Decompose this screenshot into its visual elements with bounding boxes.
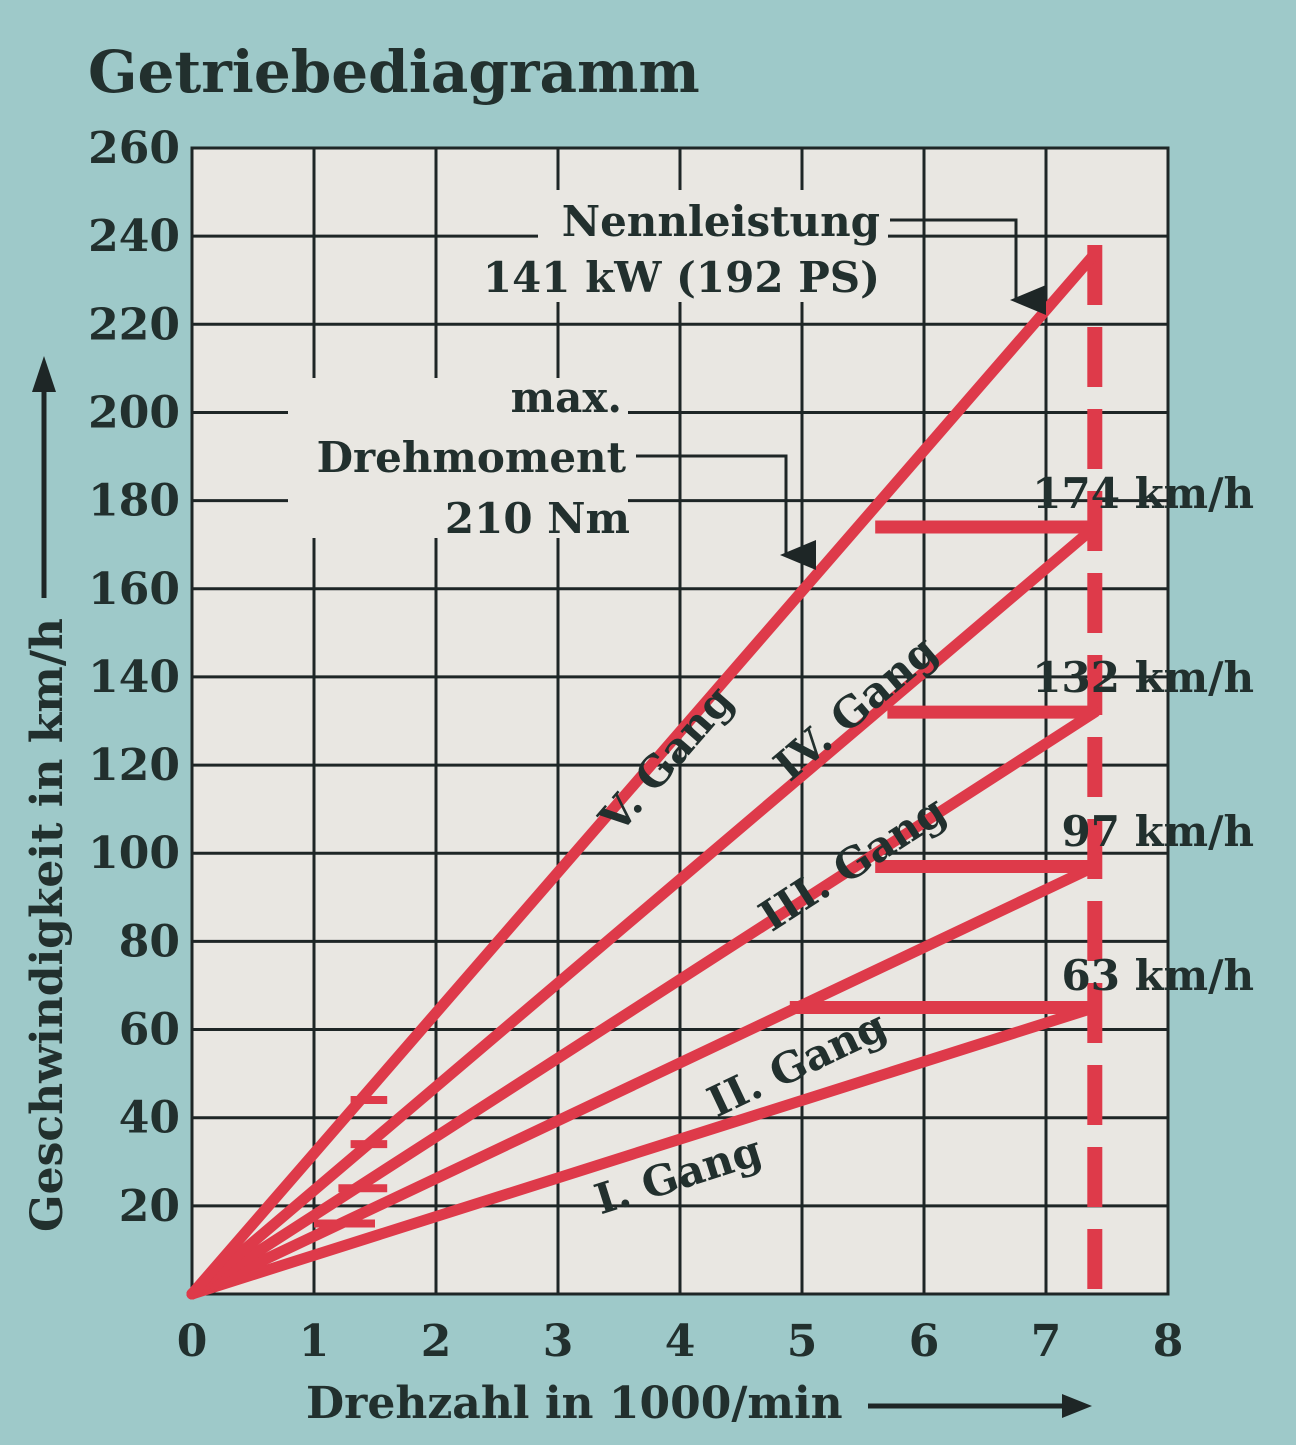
x-axis-label: Drehzahl in 1000/min <box>306 1378 843 1429</box>
gear-line <box>186 521 1101 1300</box>
y-tick-label: 260 <box>88 123 180 174</box>
torque-annotation-line1: max. <box>511 373 622 422</box>
y-tick-label: 160 <box>88 564 180 615</box>
y-tick-label: 220 <box>88 299 180 350</box>
y-tick-label: 80 <box>119 916 180 967</box>
power-annotation-bg <box>538 190 888 302</box>
torque-annotation-bg <box>288 378 628 538</box>
gear-line <box>186 248 1101 1300</box>
x-tick-label: 4 <box>665 1316 696 1367</box>
y-tick-label: 140 <box>88 652 180 703</box>
x-tick-label: 3 <box>543 1316 574 1367</box>
speed-label-63: 63 km/h <box>1062 951 1255 1000</box>
y-tick-label: 120 <box>88 740 180 791</box>
x-tick-label: 8 <box>1153 1316 1184 1367</box>
y-tick-label: 240 <box>88 211 180 262</box>
torque-arrow <box>636 454 816 570</box>
power-annotation-line2: 141 kW (192 PS) <box>483 253 880 302</box>
y-axis-label: Geschwindigkeit in km/h <box>22 618 73 1232</box>
torque-annotation-line3: 210 Nm <box>445 494 630 543</box>
x-tick-label: 6 <box>909 1316 940 1367</box>
x-tick-label: 2 <box>421 1316 452 1367</box>
speed-label-132: 132 km/h <box>1032 653 1254 702</box>
x-tick-label: 1 <box>299 1316 330 1367</box>
x-tick-label: 0 <box>177 1316 208 1367</box>
x-tick-label: 7 <box>1031 1316 1062 1367</box>
power-annotation-line1: Nennleistung <box>562 197 880 246</box>
y-tick-label: 200 <box>88 387 180 438</box>
gear-line <box>186 706 1101 1300</box>
speed-label-174: 174 km/h <box>1032 469 1254 518</box>
speed-label-97: 97 km/h <box>1062 807 1255 856</box>
tick-labels: 0 1 2 3 4 5 6 7 8 20 40 60 80 100 120 140 160 180 200 220 24… <box>88 123 1183 1367</box>
power-arrow <box>890 218 1046 315</box>
y-tick-label: 40 <box>119 1093 180 1144</box>
y-tick-label: 100 <box>88 828 180 879</box>
gear-line <box>186 1002 1101 1300</box>
x-tick-label: 5 <box>787 1316 818 1367</box>
chart-title: Getriebediagramm <box>88 38 700 106</box>
x-axis-arrow-head <box>1062 1394 1092 1418</box>
y-tick-label: 60 <box>119 1005 180 1056</box>
y-axis-arrow-head <box>32 356 56 392</box>
y-tick-label: 180 <box>88 476 180 527</box>
y-tick-label: 20 <box>119 1181 180 1232</box>
torque-annotation-line2: Drehmoment <box>317 433 627 482</box>
gear-curves <box>186 244 1103 1300</box>
